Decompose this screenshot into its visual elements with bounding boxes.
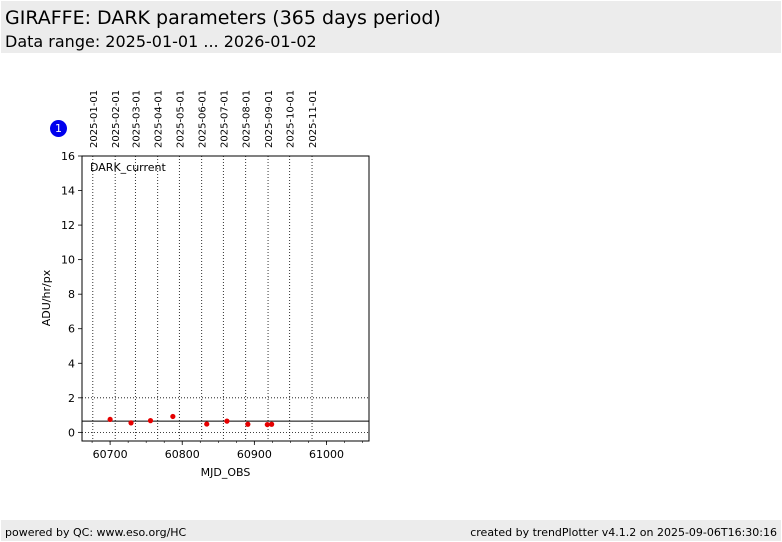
plot-number-badge: 1: [50, 120, 67, 137]
date-marker-label: 2025-01-01: [89, 90, 100, 148]
plot-frame: [81, 155, 370, 442]
date-marker-label: 2025-10-01: [286, 90, 297, 148]
y-tick-label: 10: [61, 254, 75, 267]
report-footer: powered by QC: www.eso.org/HC created by…: [1, 520, 781, 541]
data-point: [107, 416, 113, 423]
date-marker-label: 2025-04-01: [154, 90, 165, 148]
x-tick-label: 60800: [165, 448, 200, 461]
y-tick-label: 2: [68, 392, 75, 405]
page-title: GIRAFFE: DARK parameters (365 days perio…: [5, 7, 441, 29]
date-marker-label: 2025-06-01: [198, 90, 209, 148]
data-point: [224, 418, 230, 424]
data-range-subtitle: Data range: 2025-01-01 ... 2026-01-02: [5, 32, 317, 51]
date-marker-label: 2025-07-01: [219, 90, 230, 148]
y-tick-label: 16: [61, 150, 75, 163]
x-axis-ticks: 60700 60800 60900 61000: [91, 441, 363, 461]
y-tick-label: 8: [68, 288, 75, 301]
x-tick-label: 60700: [93, 448, 128, 461]
data-point: [264, 421, 270, 428]
reference-lines: [82, 397, 369, 433]
data-point: [147, 418, 154, 424]
y-tick-label: 12: [61, 219, 75, 232]
data-point: [245, 421, 251, 427]
date-marker-label: 2025-09-01: [264, 90, 275, 148]
data-point: [204, 421, 210, 427]
y-tick-label: 6: [68, 323, 75, 336]
data-point: [170, 413, 176, 420]
date-marker-label: 2025-11-01: [308, 90, 319, 148]
data-points: [107, 413, 275, 428]
y-axis-label: ADU/hr/px: [40, 269, 53, 326]
x-axis-label: MJD_OBS: [201, 466, 251, 479]
panel-label: DARK_current: [90, 161, 167, 174]
date-marker-label: 2025-08-01: [242, 90, 253, 148]
y-tick-label: 4: [68, 357, 75, 370]
data-point: [269, 421, 275, 427]
date-marker-label: 2025-03-01: [131, 90, 142, 148]
y-tick-label: 14: [61, 185, 75, 198]
x-tick-label: 61000: [309, 448, 344, 461]
data-point: [128, 420, 134, 426]
date-marker-label: 2025-05-01: [175, 90, 186, 148]
footer-created-by: created by trendPlotter v4.1.2 on 2025-0…: [470, 526, 777, 539]
report-header: GIRAFFE: DARK parameters (365 days perio…: [1, 1, 781, 53]
y-axis-ticks: 0 2 4 6 8 10 12 14 16: [61, 150, 82, 439]
footer-credit: powered by QC: www.eso.org/HC: [5, 526, 187, 539]
y-tick-label: 0: [68, 426, 75, 439]
date-marker-label: 2025-02-01: [111, 90, 122, 148]
x-tick-label: 60900: [237, 448, 272, 461]
date-markers: 2025-01-01 2025-02-01 2025-03-01 2025-04-01…: [89, 90, 319, 441]
